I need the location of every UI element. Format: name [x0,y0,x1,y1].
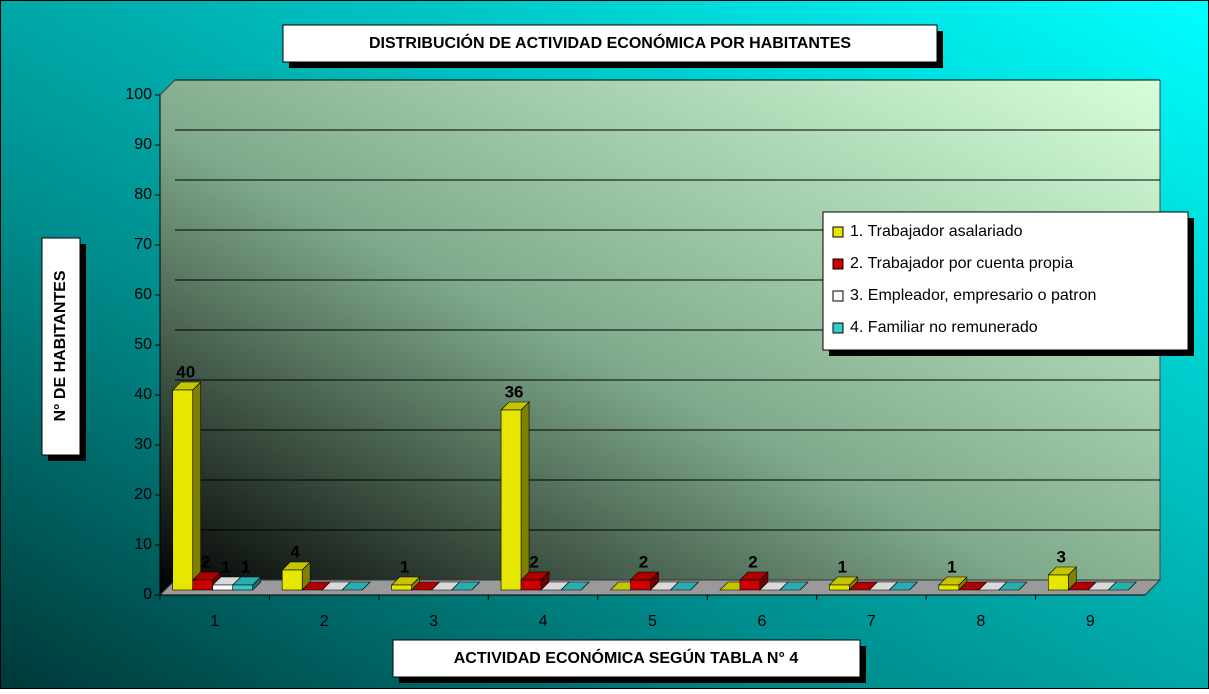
data-label: 1 [400,557,409,576]
legend-label: 1. Trabajador asalariado [850,223,1023,240]
legend-label: 3. Empleador, empresario o patron [850,287,1096,304]
x-tick-label: 9 [1086,613,1095,630]
bar-group [669,581,700,591]
data-label: 1 [221,557,230,576]
bar [172,389,194,591]
bar-top [1107,581,1138,591]
bar [739,579,761,591]
bar-group [739,571,769,591]
y-tick-label: 90 [134,136,152,153]
x-tick-label: 3 [429,613,438,630]
legend-box [822,211,1189,351]
legend-label: 2. Trabajador por cuenta propia [850,255,1073,272]
y-tick-label: 70 [134,236,152,253]
bar-group [231,576,262,591]
x-tick-label: 1 [210,613,219,630]
bar-side [520,401,530,591]
y-tick-label: 20 [134,486,152,503]
data-label: 36 [505,382,524,401]
bar-side [192,381,202,591]
data-label: 1 [838,557,847,576]
bar-top [779,581,809,591]
bar-top [888,581,919,591]
data-label: 1 [947,557,956,576]
y-tick-label: 10 [134,536,152,553]
bar-group [998,581,1028,591]
title-box [282,24,938,63]
bar-group [1047,566,1078,591]
bar [520,579,542,591]
bar-top [560,581,590,591]
bar-group [1107,581,1138,591]
bar-group [390,576,421,591]
x-label-box [392,639,861,678]
bar [232,584,254,591]
legend-swatch [832,290,844,302]
bar-top [341,581,371,591]
bar-top [669,581,700,591]
data-label: 40 [176,362,195,381]
y-tick-label: 0 [143,586,152,603]
y-tick-label: 80 [134,186,152,203]
x-tick-label: 4 [539,613,548,630]
bar [500,409,522,591]
bar [391,584,412,591]
bar-group [281,561,311,591]
data-label: 2 [529,552,538,571]
bar-group [500,401,530,591]
chart-title: DISTRIBUCIÓN DE ACTIVIDAD ECONÓMICA POR … [369,33,851,52]
bar [630,579,651,591]
legend-label: 4. Familiar no remunerado [850,319,1038,336]
x-tick-label: 7 [867,613,876,630]
data-label: 2 [639,552,648,571]
bar-group [560,581,590,591]
bar-group [828,576,859,591]
bar-group [520,571,550,591]
bar [938,584,960,591]
bar-top [450,581,481,591]
x-tick-label: 6 [757,613,766,630]
bar [281,569,303,591]
y-tick-label: 40 [134,386,152,403]
bar-group [888,581,919,591]
legend-swatch [832,226,844,238]
x-axis-label: ACTIVIDAD ECONÓMICA SEGÚN TABLA N° 4 [454,648,799,667]
data-label: 2 [748,552,757,571]
x-tick-label: 5 [648,613,657,630]
bar-group [629,571,660,591]
bar-group [341,581,371,591]
data-label: 4 [290,542,300,561]
y-label-box [41,237,81,456]
bar [829,584,850,591]
bar [1047,574,1069,591]
y-tick-label: 30 [134,436,152,453]
x-tick-label: 8 [976,613,985,630]
y-tick-label: 60 [134,286,152,303]
bar-top [998,581,1028,591]
bar [212,584,234,591]
x-tick-label: 2 [320,613,329,630]
y-axis-label: N° DE HABITANTES [52,270,69,421]
bar-group [171,381,202,591]
bar-group [450,581,481,591]
data-label: 1 [241,557,250,576]
legend-swatch [832,322,844,334]
bar-group [779,581,809,591]
bar [192,579,214,591]
legend-swatch [832,258,844,270]
y-tick-label: 100 [125,86,152,103]
data-label: 2 [201,552,210,571]
y-tick-label: 50 [134,336,152,353]
data-label: 3 [1057,547,1066,566]
